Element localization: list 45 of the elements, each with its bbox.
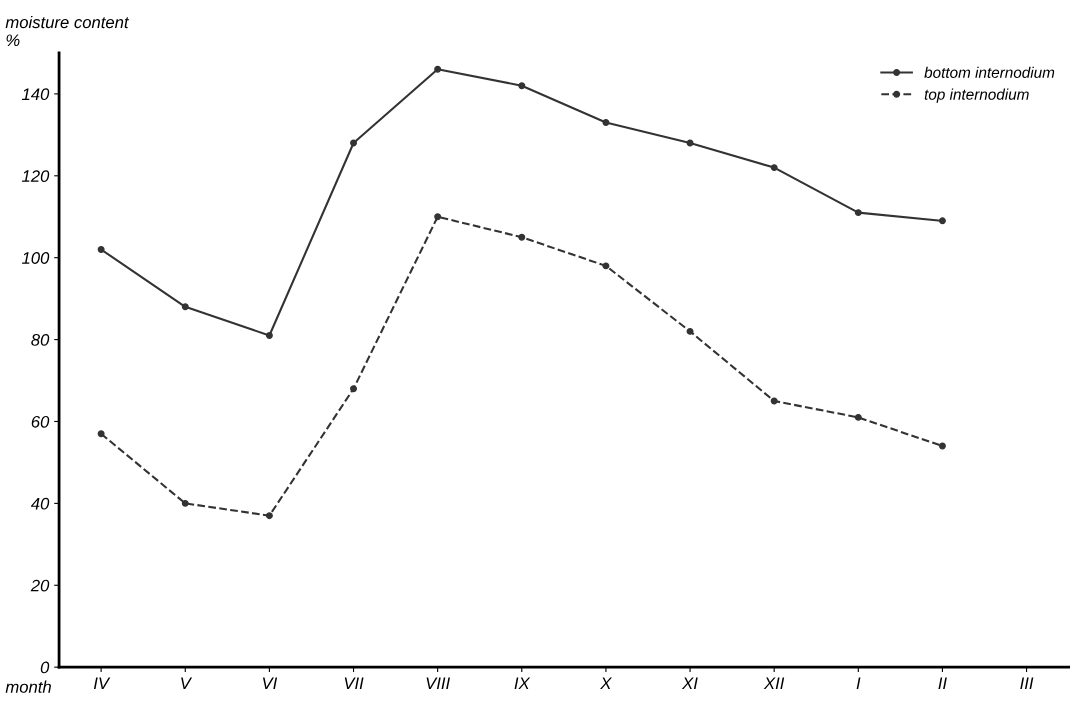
x-tick-label: IV bbox=[93, 677, 111, 689]
y-tick-label: 20 bbox=[30, 579, 50, 592]
point bbox=[602, 262, 610, 270]
point bbox=[97, 430, 105, 438]
point bbox=[518, 82, 526, 90]
point bbox=[938, 217, 946, 225]
y-axis-title: moisture content % bbox=[5, 15, 130, 47]
point bbox=[686, 327, 694, 335]
point bbox=[602, 119, 610, 127]
x-tick-label: X bbox=[600, 677, 612, 689]
x-tick-label: XII bbox=[763, 677, 785, 689]
point bbox=[434, 213, 442, 221]
y-tick-label: 100 bbox=[21, 252, 50, 264]
point bbox=[181, 499, 189, 507]
point bbox=[97, 246, 105, 253]
x-tick-label: VIII bbox=[426, 677, 450, 689]
legend-label: bottom internodium bbox=[924, 66, 1055, 78]
y-tick-label: 0 bbox=[40, 661, 50, 674]
y-tick-label: 60 bbox=[31, 415, 50, 428]
x-tick-label: V bbox=[181, 677, 193, 689]
y-tick-label: 80 bbox=[31, 333, 50, 346]
point bbox=[434, 65, 442, 73]
point bbox=[265, 512, 273, 520]
point bbox=[770, 164, 778, 172]
x-tick-label: VII bbox=[344, 677, 364, 689]
point bbox=[350, 139, 357, 147]
x-tick-label: II bbox=[938, 677, 947, 689]
point bbox=[854, 209, 862, 217]
y-tick-label: 140 bbox=[21, 88, 50, 101]
point bbox=[350, 385, 357, 393]
point bbox=[938, 442, 946, 450]
legend-label: top internodium bbox=[924, 88, 1029, 103]
x-tick-label: I bbox=[856, 677, 861, 689]
x-tick-label: III bbox=[1020, 677, 1034, 689]
x-tick-label: IX bbox=[514, 677, 531, 689]
point bbox=[854, 413, 862, 421]
x-tick-label: XI bbox=[681, 677, 698, 689]
point bbox=[518, 233, 526, 241]
point bbox=[265, 332, 273, 339]
point bbox=[770, 397, 778, 405]
y-tick-label: 40 bbox=[30, 497, 50, 510]
x-axis-title: month bbox=[5, 680, 51, 693]
x-tick-label: VI bbox=[262, 677, 278, 689]
point bbox=[181, 303, 189, 311]
y-tick-label: 120 bbox=[21, 170, 50, 182]
